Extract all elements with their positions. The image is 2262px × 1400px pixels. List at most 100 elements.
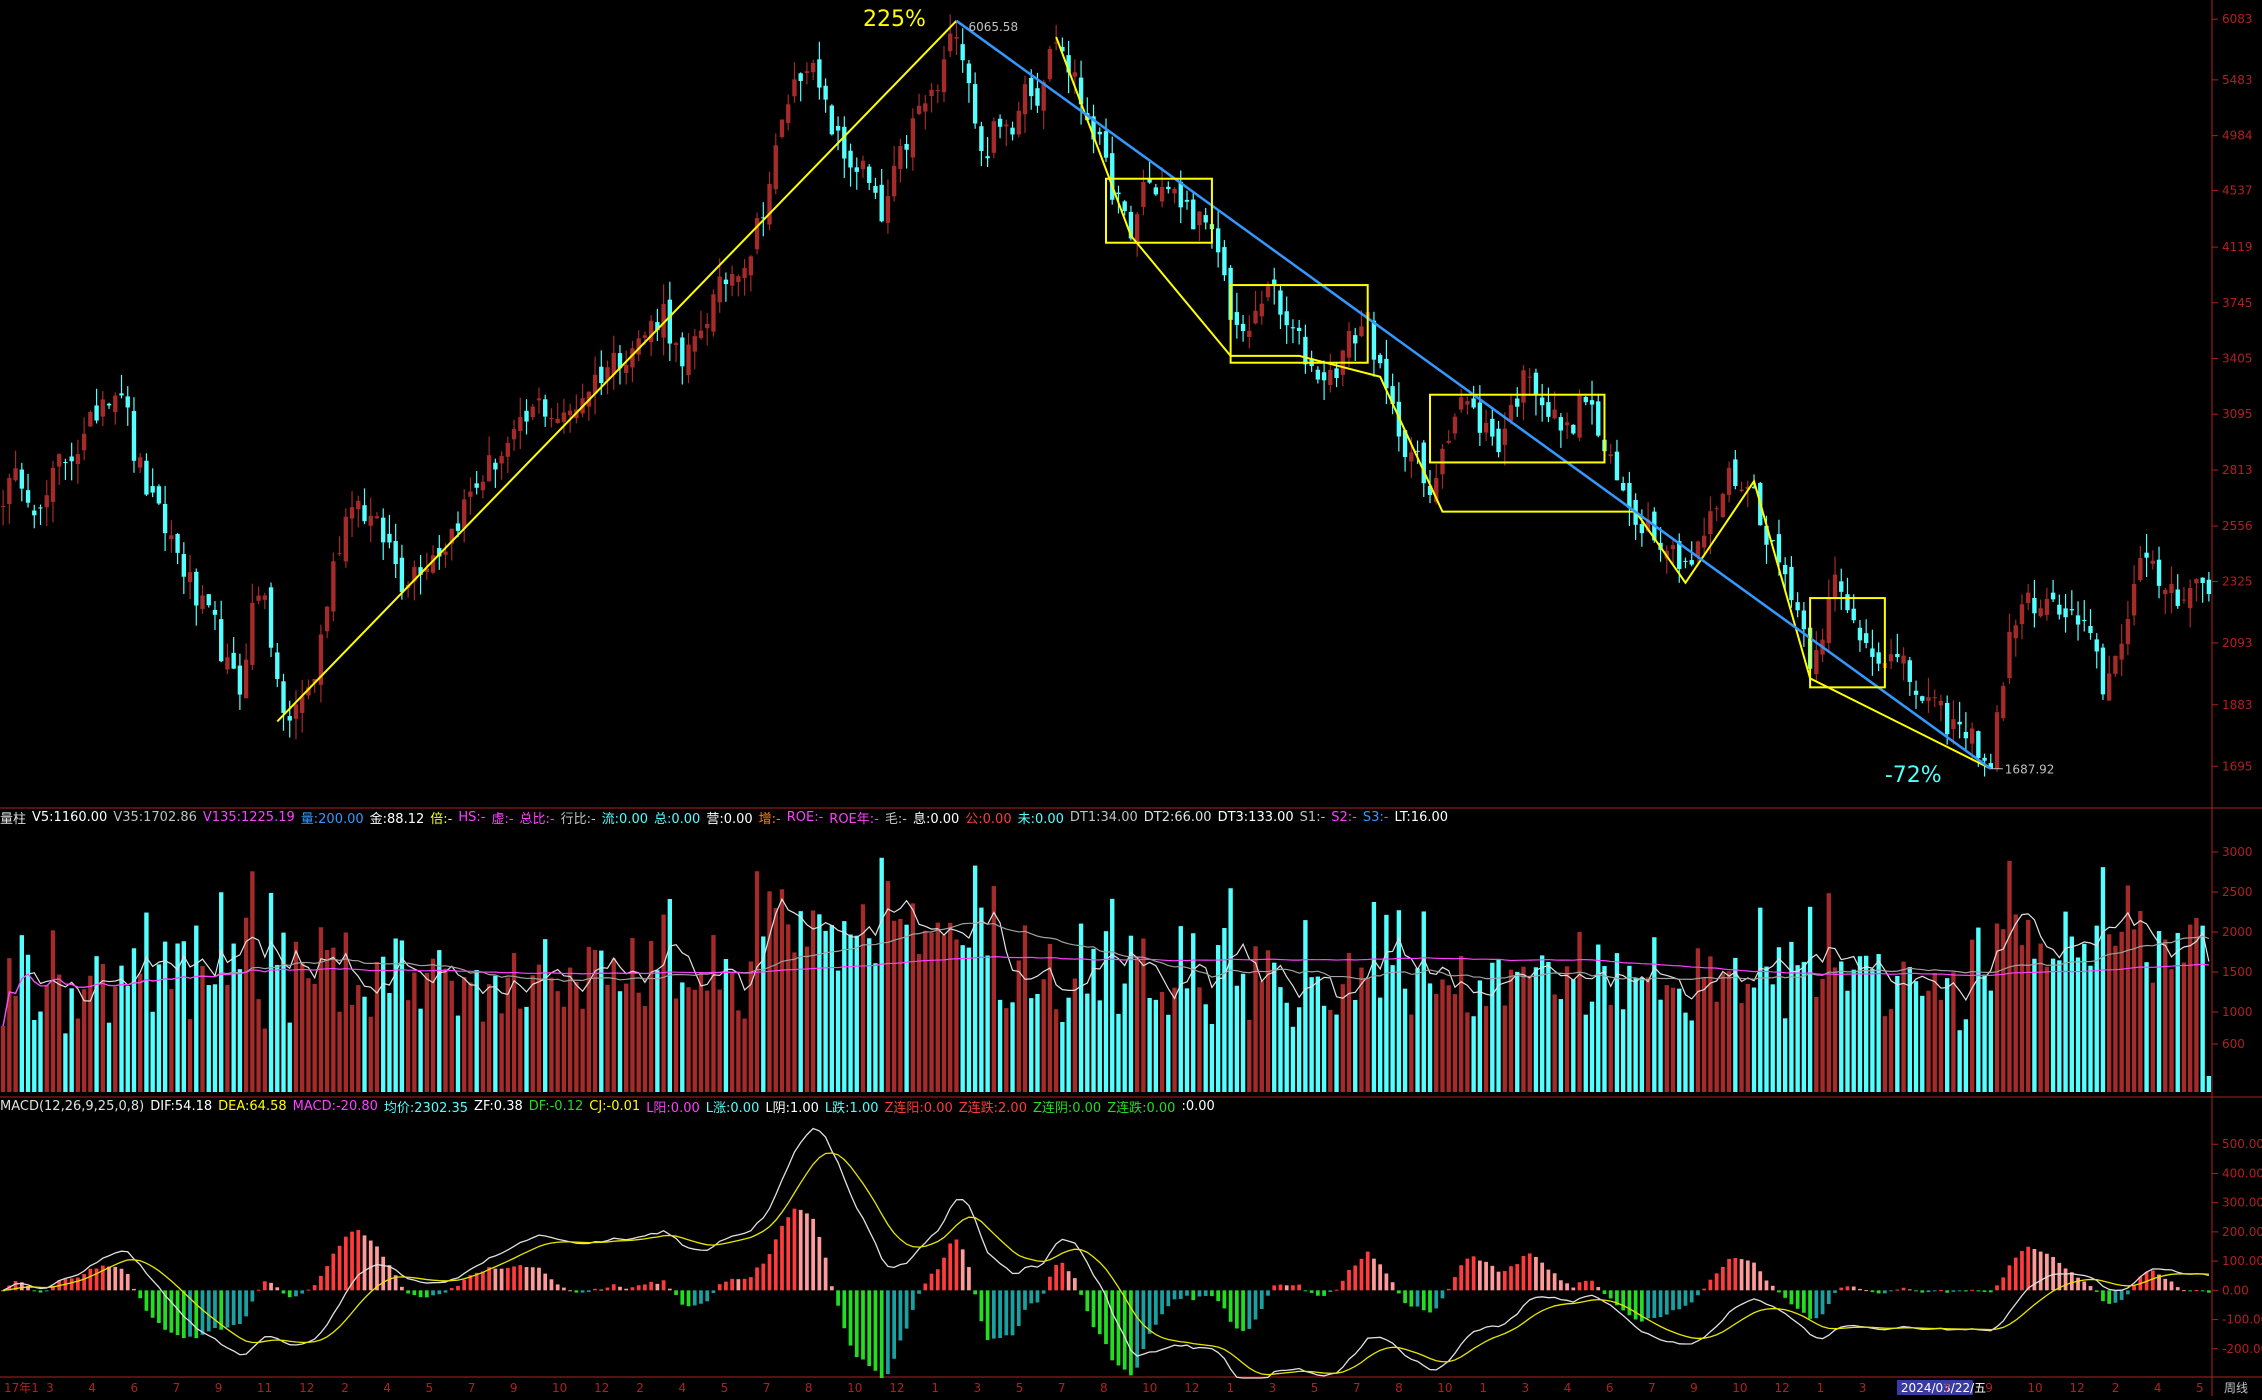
- candle-body: [2050, 592, 2056, 600]
- candle-body: [437, 548, 442, 557]
- macd-histogram-bar: [1808, 1290, 1812, 1319]
- volume-bar: [387, 992, 392, 1092]
- macd-histogram-bar: [742, 1278, 747, 1291]
- volume-bar: [605, 984, 610, 1092]
- indicator-item: L阴:1.00: [765, 1100, 819, 1116]
- macd-histogram-bar: [2088, 1286, 2093, 1291]
- volume-bar: [2138, 910, 2143, 1092]
- date-tick-label: 1: [1479, 1381, 1487, 1395]
- volume-tick-label: 2500: [2222, 885, 2253, 899]
- volume-bar: [393, 938, 398, 1092]
- candle-body: [399, 557, 405, 593]
- candle-body: [1147, 179, 1152, 183]
- candle-body: [935, 90, 940, 92]
- macd-histogram-bar: [1253, 1290, 1258, 1320]
- volume-bar: [324, 950, 330, 1092]
- candle-body: [1627, 482, 1632, 508]
- macd-histogram-bar: [1297, 1284, 1302, 1291]
- candle-body: [929, 89, 934, 97]
- macd-histogram-bar: [1060, 1262, 1065, 1291]
- macd-histogram-bar: [449, 1288, 454, 1291]
- macd-histogram-bar: [2038, 1251, 2043, 1291]
- volume-bar: [362, 996, 367, 1092]
- macd-histogram-bar: [1216, 1290, 1221, 1302]
- macd-histogram-bar: [1546, 1269, 1551, 1291]
- volume-bar: [1932, 972, 1937, 1092]
- candle-body: [1695, 541, 1701, 558]
- volume-bar: [1895, 975, 1900, 1092]
- volume-bar: [1776, 947, 1782, 1092]
- volume-bar: [1010, 1002, 1015, 1092]
- macd-histogram-bar: [1833, 1290, 1837, 1293]
- candle-body: [1814, 650, 1819, 675]
- volume-bar: [1639, 977, 1645, 1092]
- volume-bar: [486, 984, 492, 1092]
- candle-body: [418, 567, 423, 575]
- macd-histogram-bar: [1440, 1290, 1445, 1299]
- candle-body: [38, 507, 43, 509]
- volume-bar: [2188, 924, 2193, 1092]
- macd-histogram-bar: [1091, 1290, 1096, 1328]
- candle-body: [2026, 592, 2031, 604]
- volume-bar: [1353, 999, 1358, 1092]
- volume-bar: [1951, 972, 1956, 1092]
- candle-body: [32, 510, 37, 516]
- volume-bar: [1683, 1012, 1688, 1092]
- candle-body: [474, 483, 479, 488]
- macd-histogram-bar: [1739, 1259, 1744, 1291]
- volume-bar: [1633, 977, 1638, 1092]
- macd-histogram-bar: [624, 1288, 629, 1291]
- candle-body: [2156, 559, 2162, 586]
- macd-histogram-bar: [456, 1285, 460, 1291]
- candle-body: [25, 490, 31, 503]
- candle-body: [1745, 486, 1750, 490]
- volume-bar: [792, 952, 797, 1092]
- volume-bar: [437, 950, 442, 1092]
- candle-body: [1296, 327, 1302, 331]
- volume-bar: [1701, 977, 1707, 1092]
- indicator-item: DT2:66.00: [1143, 809, 1212, 825]
- candle-body: [655, 322, 660, 331]
- macd-histogram-bar: [412, 1290, 417, 1296]
- candle-body: [374, 516, 380, 519]
- macd-histogram-bar: [1995, 1285, 1999, 1291]
- volume-bar: [748, 961, 754, 1092]
- macd-histogram-bar: [138, 1290, 143, 1299]
- macd-histogram-bar: [929, 1273, 934, 1291]
- macd-histogram-bar: [586, 1290, 591, 1292]
- date-tick-label: 5: [1016, 1381, 1024, 1395]
- candle-body: [449, 528, 454, 544]
- date-tick-label: 12: [889, 1381, 904, 1395]
- candle-body: [972, 84, 978, 124]
- candle-body: [2094, 639, 2099, 652]
- macd-histogram-bar: [1677, 1290, 1682, 1310]
- macd-histogram-bar: [848, 1290, 853, 1346]
- volume-bar: [1477, 980, 1483, 1092]
- macd-histogram-bar: [312, 1285, 317, 1291]
- candle-body: [1770, 540, 1775, 542]
- macd-histogram-bar: [512, 1266, 516, 1291]
- macd-histogram-bar: [1870, 1290, 1875, 1293]
- candle-body: [630, 348, 635, 368]
- macd-histogram-bar: [82, 1274, 86, 1291]
- volume-bar: [786, 924, 791, 1092]
- candle-body: [1546, 402, 1551, 417]
- candle-body: [1103, 131, 1109, 158]
- candle-body: [835, 126, 841, 131]
- macd-histogram-bar: [817, 1236, 822, 1291]
- indicator-item: V5:1160.00: [32, 809, 108, 825]
- macd-histogram-bar: [94, 1268, 99, 1291]
- macd-histogram-bar: [524, 1267, 529, 1291]
- candle-body: [1708, 511, 1713, 535]
- volume-bar: [1022, 925, 1028, 1092]
- candle-body: [2044, 598, 2050, 615]
- candle-body: [1851, 608, 1856, 621]
- macd-histogram-bar: [2001, 1277, 2006, 1291]
- indicator-item: Z连阴:0.00: [1032, 1100, 1102, 1116]
- candle-body: [1845, 594, 1850, 611]
- volume-bar: [1191, 933, 1196, 1092]
- macd-histogram-bar: [387, 1265, 392, 1291]
- macd-histogram-bar: [537, 1267, 541, 1291]
- indicator-item: 倍:-: [430, 811, 453, 827]
- candle-body: [1558, 417, 1564, 431]
